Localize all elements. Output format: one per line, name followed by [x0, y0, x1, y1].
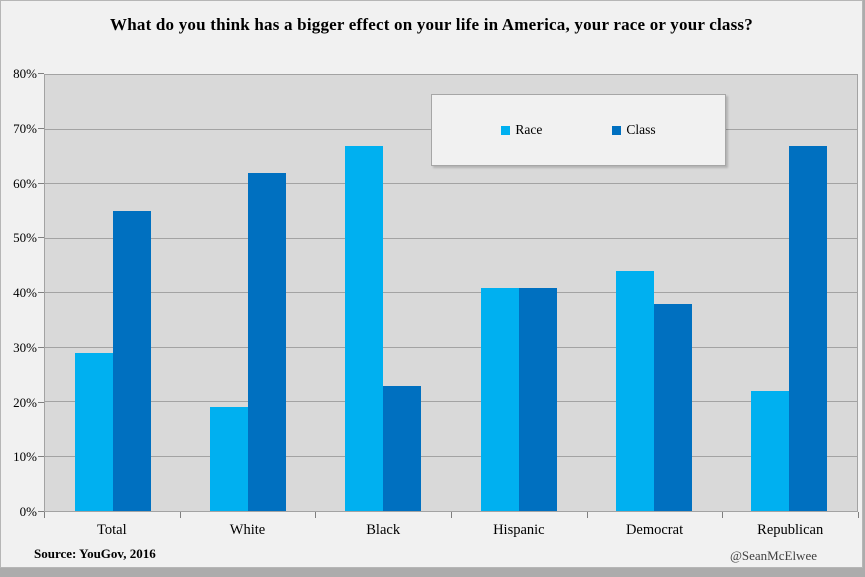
bar-groups — [45, 75, 857, 511]
y-tick-label: 0% — [19, 504, 37, 519]
y-tick-mark — [38, 182, 44, 184]
y-tick-label: 80% — [13, 66, 37, 81]
bar-group-republican — [722, 75, 857, 511]
legend: Race Class — [431, 94, 726, 166]
bar-race-hispanic — [480, 287, 519, 511]
bar-group-democrat — [586, 75, 721, 511]
y-tick-mark — [38, 292, 44, 293]
bar-class-black — [383, 385, 422, 511]
x-tick-mark — [315, 512, 317, 518]
y-tick-label: 20% — [13, 394, 37, 410]
bar-class-hispanic — [518, 287, 557, 511]
bar-group-white — [180, 75, 315, 511]
race-swatch-icon — [501, 125, 511, 135]
bar-group-total — [45, 75, 180, 511]
x-axis-ticks — [44, 512, 859, 518]
y-tick-mark — [38, 73, 44, 74]
gridline-20 — [45, 401, 857, 402]
bar-class-white — [247, 173, 286, 511]
gridline-50 — [45, 237, 857, 239]
y-tick-mark — [38, 511, 44, 512]
bar-race-white — [209, 407, 248, 511]
x-tick-mark — [451, 512, 452, 518]
bar-race-total — [74, 352, 113, 511]
legend-label-race: Race — [515, 122, 543, 137]
bar-group-hispanic — [451, 75, 586, 511]
x-tick-mark — [179, 512, 181, 518]
bar-group-black — [316, 75, 451, 511]
x-axis-label-democrat: Democrat — [625, 522, 684, 538]
y-tick-mark — [38, 456, 44, 458]
x-tick-mark — [586, 512, 588, 518]
y-axis-labels: 0% 10% 20% 30% 40% 50% 60% 70% 80% — [1, 66, 37, 519]
gridline-60 — [45, 183, 857, 184]
y-tick-mark — [38, 346, 44, 348]
y-tick-mark — [38, 237, 44, 239]
y-tick-label: 30% — [13, 339, 37, 355]
bar-race-democrat — [615, 271, 654, 511]
gridline-10 — [45, 455, 857, 457]
gridline-30 — [45, 346, 857, 348]
y-tick-label: 50% — [13, 230, 37, 246]
y-tick-mark — [38, 127, 44, 129]
bar-race-black — [345, 145, 384, 511]
class-swatch-icon — [612, 125, 622, 135]
y-tick-label: 40% — [13, 285, 37, 300]
x-axis-label-republican: Republican — [757, 522, 824, 538]
chart-title: What do you think has a bigger effect on… — [110, 15, 753, 34]
y-axis-ticks — [38, 73, 44, 512]
legend-label-class: Class — [626, 122, 656, 137]
bar-race-republican — [751, 391, 790, 511]
legend-entry-class: Class — [612, 122, 656, 138]
legend-entry-race: Race — [501, 122, 542, 138]
y-tick-label: 70% — [13, 120, 37, 136]
x-axis-label-black: Black — [366, 522, 401, 538]
y-tick-mark — [38, 401, 44, 403]
x-axis-label-white: White — [229, 522, 266, 538]
x-tick-mark — [44, 512, 45, 518]
source-note: Source: YouGov, 2016 — [34, 546, 156, 561]
bar-class-republican — [789, 145, 828, 511]
gridline-80 — [45, 74, 857, 75]
credit-note: @SeanMcElwee — [729, 548, 817, 563]
y-tick-label: 60% — [13, 175, 37, 191]
gridline-40 — [45, 292, 857, 293]
x-axis-labels: Total White Black Hispanic Democrat Republica… — [44, 522, 858, 539]
x-axis-label-total: Total — [97, 522, 127, 538]
x-axis-label-hispanic: Hispanic — [493, 522, 545, 538]
bar-class-democrat — [653, 303, 692, 511]
x-tick-mark — [722, 512, 724, 518]
x-tick-mark — [858, 512, 859, 518]
y-tick-label: 10% — [13, 449, 37, 465]
bar-class-total — [112, 211, 151, 511]
